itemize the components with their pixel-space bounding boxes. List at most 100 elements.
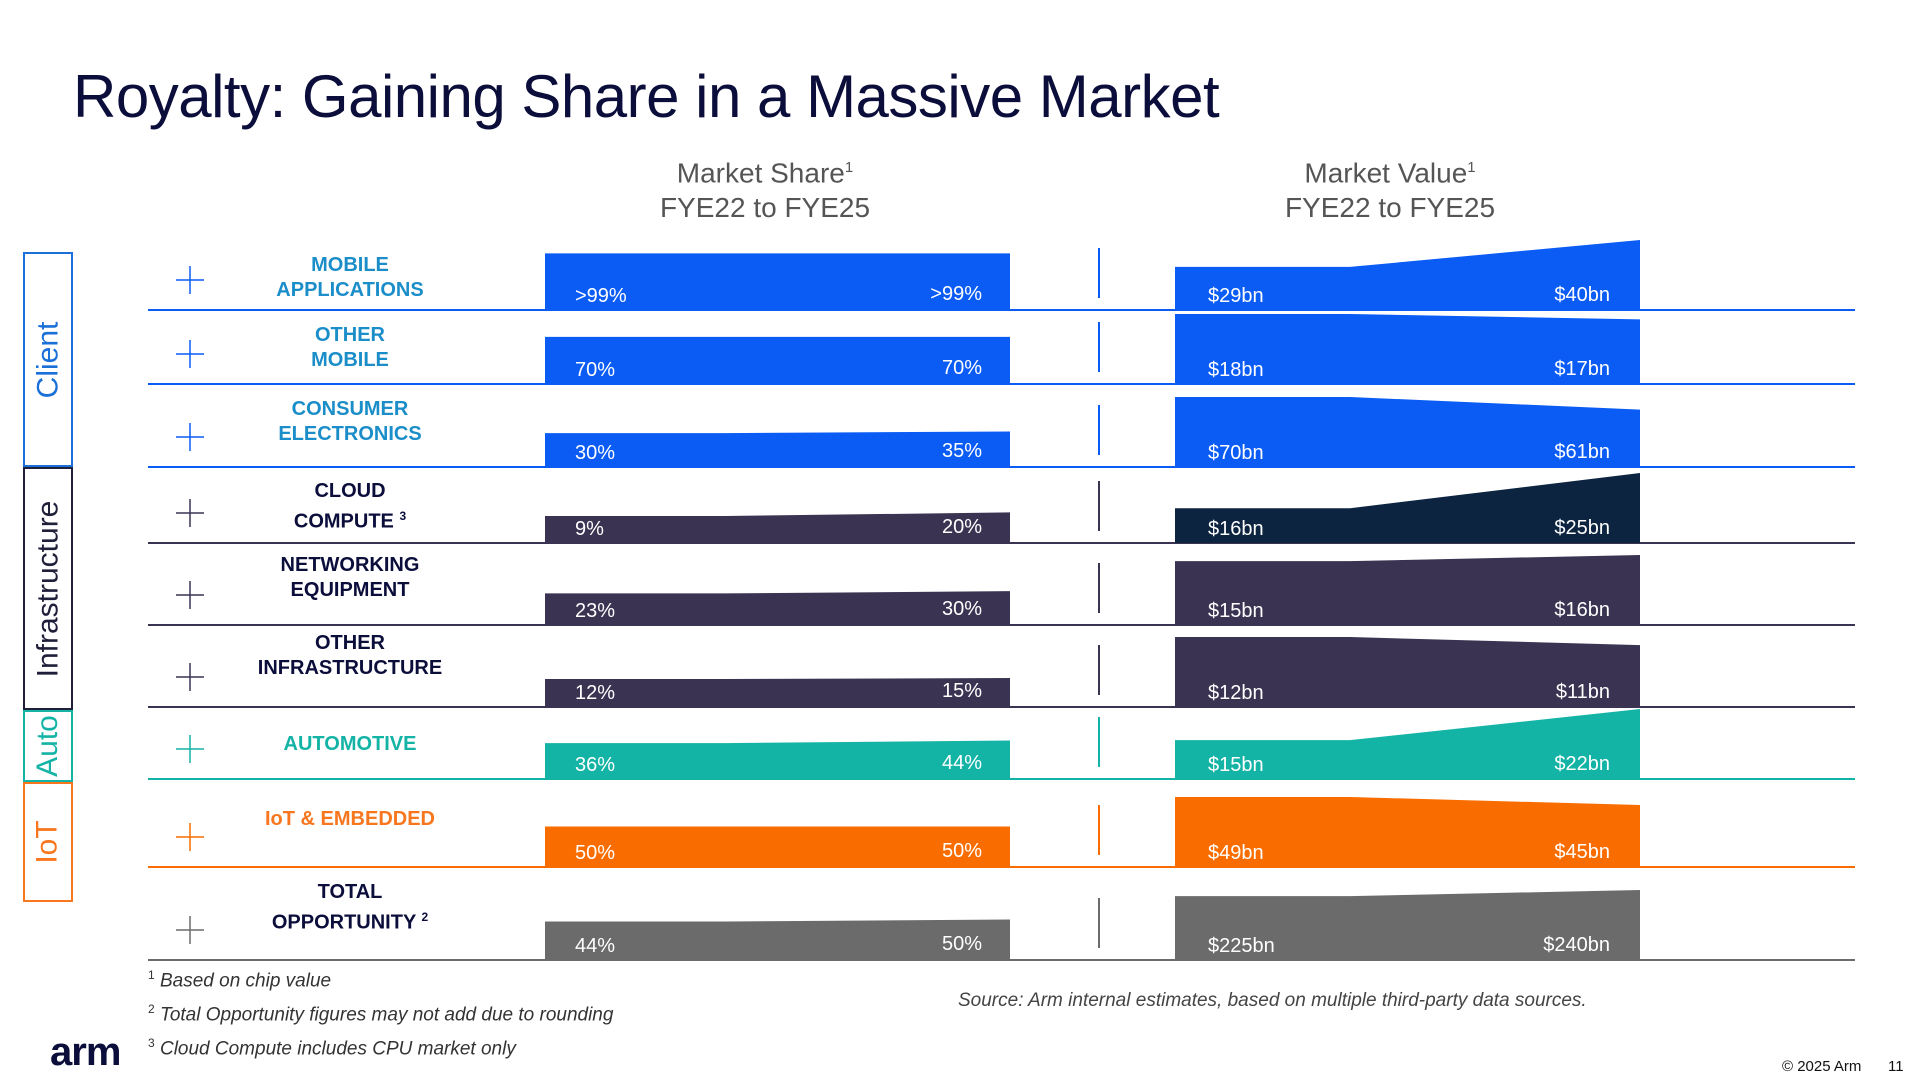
category-label-line2: ELECTRONICS <box>278 423 422 445</box>
value-area-other-infrastructure <box>1175 637 1640 707</box>
value-label-fye25-mobile-applications: $40bn <box>1554 284 1610 306</box>
category-label-line1: CLOUD <box>314 480 386 503</box>
category-label-line2: OPPORTUNITY 2 <box>271 910 429 934</box>
arm-logo: arm <box>50 1030 121 1074</box>
value-area-automotive <box>1175 709 1640 779</box>
share-area-iot-embedded <box>545 826 1010 867</box>
value-area-iot-embedded <box>1175 797 1640 867</box>
footnote-2-text: Total Opportunity figures may not add du… <box>159 1004 614 1026</box>
value-label-fye22-cloud-compute: $16bn <box>1208 518 1264 540</box>
segment-box-auto: Auto <box>23 710 73 782</box>
market-share-header: Market Share1 FYE22 to FYE25 <box>585 150 945 225</box>
value-label-fye25-other-infrastructure: $11bn <box>1556 681 1610 703</box>
market-share-header-period: FYE22 to FYE25 <box>659 192 871 224</box>
footnote-1-text: Based on chip value <box>159 970 332 992</box>
share-label-fye22-networking-equipment: 23% <box>575 600 615 622</box>
market-value-header-title: Market Value <box>1304 157 1468 189</box>
share-area-other-infrastructure <box>545 678 1010 707</box>
category-label: OTHER MOBILE <box>230 322 470 374</box>
share-label-fye25-consumer-electronics: 35% <box>942 440 982 462</box>
share-label-fye22-mobile-applications: >99% <box>575 285 627 307</box>
share-area-networking-equipment <box>545 591 1010 625</box>
category-label-line2: MOBILE <box>311 349 389 371</box>
value-label-fye22-consumer-electronics: $70bn <box>1208 442 1264 464</box>
category-label: IoT & EMBEDDED <box>230 793 470 845</box>
share-area-cloud-compute <box>545 512 1010 543</box>
source-note: Source: Arm internal estimates, based on… <box>958 990 1587 1011</box>
category-label: AUTOMOTIVE <box>230 718 470 770</box>
share-area-mobile-applications <box>545 253 1010 310</box>
value-label-fye22-networking-equipment: $15bn <box>1208 600 1264 622</box>
market-share-header-footnote: 1 <box>844 159 854 176</box>
footnote-2: 2 Total Opportunity figures may not add … <box>148 1002 613 1026</box>
category-label-line1: OTHER <box>315 632 385 654</box>
category-label-line1: OTHER <box>315 324 385 346</box>
value-label-fye25-networking-equipment: $16bn <box>1554 599 1610 621</box>
value-label-fye22-iot-embedded: $49bn <box>1208 842 1264 864</box>
value-label-fye22-other-infrastructure: $12bn <box>1208 682 1264 704</box>
share-label-fye25-networking-equipment: 30% <box>942 598 982 620</box>
market-value-header-footnote: 1 <box>1467 159 1476 176</box>
value-label-fye25-other-mobile: $17bn <box>1554 358 1610 380</box>
value-label-fye22-total-opportunity: $225bn <box>1208 935 1275 957</box>
share-label-fye22-automotive: 36% <box>575 754 615 776</box>
value-area-consumer-electronics <box>1175 397 1640 467</box>
category-label-line2: INFRASTRUCTURE <box>257 657 443 679</box>
value-label-fye22-automotive: $15bn <box>1208 754 1264 776</box>
value-area-other-mobile <box>1175 314 1640 384</box>
market-value-header-period: FYE22 to FYE25 <box>1284 192 1496 224</box>
share-label-fye22-total-opportunity: 44% <box>575 935 615 957</box>
value-label-fye25-total-opportunity: $240bn <box>1543 934 1610 956</box>
share-label-fye25-automotive: 44% <box>942 752 982 774</box>
value-label-fye22-other-mobile: $18bn <box>1208 359 1264 381</box>
share-area-automotive <box>545 740 1010 779</box>
category-label-line2: EQUIPMENT <box>290 579 410 601</box>
footnote-3: 3 Cloud Compute includes CPU market only <box>148 1036 516 1060</box>
value-label-fye25-cloud-compute: $25bn <box>1554 517 1610 539</box>
value-label-fye25-automotive: $22bn <box>1554 753 1610 775</box>
category-label-line1: TOTAL <box>317 881 383 904</box>
footnote-1-number: 1 <box>148 968 155 982</box>
share-label-fye25-cloud-compute: 20% <box>942 516 982 538</box>
value-label-fye25-consumer-electronics: $61bn <box>1554 441 1610 463</box>
copyright: © 2025 Arm <box>1782 1058 1862 1075</box>
category-label: CONSUMER ELECTRONICS <box>230 396 470 448</box>
share-label-fye22-iot-embedded: 50% <box>575 842 615 864</box>
share-label-fye25-mobile-applications: >99% <box>930 283 982 305</box>
segment-box-client: Client <box>23 252 73 467</box>
footnote-3-text: Cloud Compute includes CPU market only <box>159 1038 516 1060</box>
share-label-fye25-total-opportunity: 50% <box>942 933 982 955</box>
value-area-total-opportunity <box>1175 890 1640 960</box>
footnote-1: 1 Based on chip value <box>148 968 331 992</box>
slide-title: Royalty: Gaining Share in a Massive Mark… <box>73 63 1220 130</box>
category-label-line1: AUTOMOTIVE <box>283 732 417 755</box>
share-label-fye22-other-infrastructure: 12% <box>575 682 615 704</box>
share-area-total-opportunity <box>545 919 1010 960</box>
category-label-line1: CONSUMER <box>291 398 409 420</box>
category-label-line2: APPLICATIONS <box>276 279 424 301</box>
market-value-header: Market Value1 FYE22 to FYE25 <box>1210 150 1570 225</box>
category-label-line1: NETWORKING <box>280 554 420 576</box>
value-label-fye25-iot-embedded: $45bn <box>1554 841 1610 863</box>
value-label-fye22-mobile-applications: $29bn <box>1208 285 1264 307</box>
share-label-fye22-cloud-compute: 9% <box>575 518 604 540</box>
footnote-2-number: 2 <box>148 1002 155 1016</box>
share-label-fye22-other-mobile: 70% <box>575 359 615 381</box>
market-share-header-title: Market Share <box>676 157 845 189</box>
category-label-line2: COMPUTE 3 <box>293 509 407 533</box>
value-area-cloud-compute <box>1175 473 1640 543</box>
category-label-line1: MOBILE <box>311 254 389 276</box>
share-label-fye25-other-infrastructure: 15% <box>942 680 982 702</box>
category-label-footnote: 2 <box>421 910 429 925</box>
value-area-mobile-applications <box>1175 240 1640 310</box>
category-label: MOBILE APPLICATIONS <box>230 252 470 304</box>
category-label: OTHER INFRASTRUCTURE <box>230 630 470 682</box>
value-area-networking-equipment <box>1175 555 1640 625</box>
share-label-fye22-consumer-electronics: 30% <box>575 442 615 464</box>
category-label-footnote: 3 <box>399 509 407 524</box>
share-area-other-mobile <box>545 336 1010 384</box>
segment-box-infrastructure: Infrastructure <box>23 467 73 710</box>
category-label: CLOUD COMPUTE 3 <box>230 480 470 533</box>
share-label-fye25-other-mobile: 70% <box>942 357 982 379</box>
